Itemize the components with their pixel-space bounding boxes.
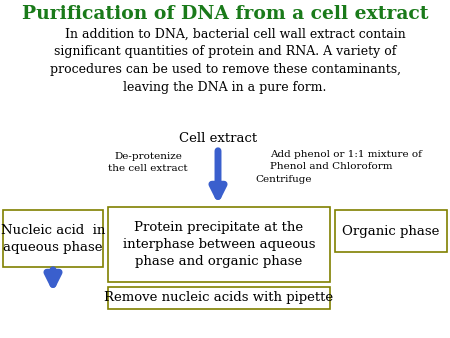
Text: Organic phase: Organic phase <box>342 224 440 238</box>
FancyBboxPatch shape <box>335 210 447 252</box>
Text: Nucleic acid  in
aqueous phase: Nucleic acid in aqueous phase <box>1 223 105 254</box>
FancyBboxPatch shape <box>108 287 330 309</box>
Text: Add phenol or 1:1 mixture of
Phenol and Chloroform: Add phenol or 1:1 mixture of Phenol and … <box>270 150 422 171</box>
Text: Protein precipitate at the
interphase between aqueous
phase and organic phase: Protein precipitate at the interphase be… <box>123 220 315 268</box>
FancyBboxPatch shape <box>108 207 330 282</box>
Text: Centrifuge: Centrifuge <box>255 175 311 184</box>
FancyBboxPatch shape <box>3 210 103 267</box>
Text: In addition to DNA, bacterial cell wall extract contain
significant quantities o: In addition to DNA, bacterial cell wall … <box>45 28 405 94</box>
Text: Cell extract: Cell extract <box>179 132 257 145</box>
Text: Remove nucleic acids with pipette: Remove nucleic acids with pipette <box>104 291 333 305</box>
Text: De-protenize
the cell extract: De-protenize the cell extract <box>108 152 188 173</box>
Text: Purification of DNA from a cell extract: Purification of DNA from a cell extract <box>22 5 428 23</box>
